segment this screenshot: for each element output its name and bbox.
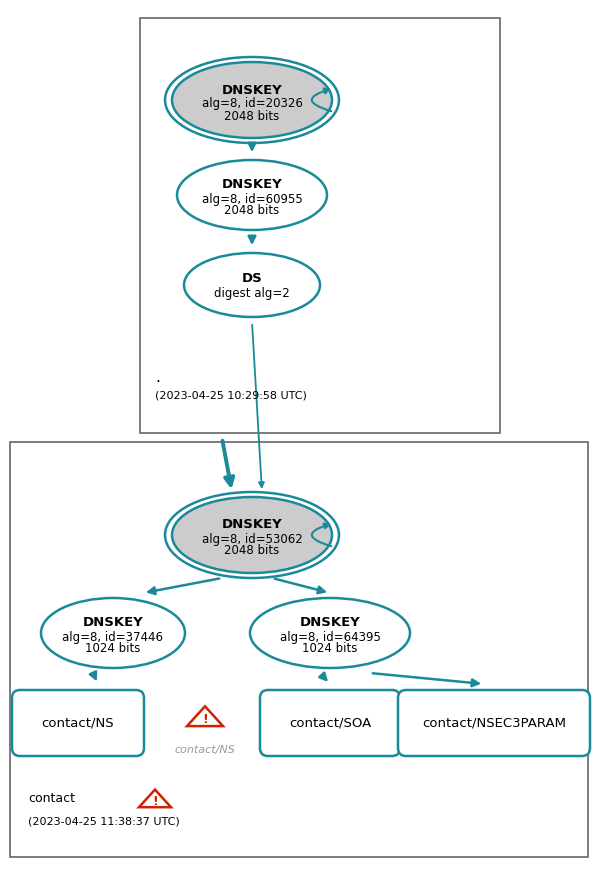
Text: DNSKEY: DNSKEY — [83, 616, 143, 629]
Ellipse shape — [172, 497, 332, 573]
Text: alg=8, id=20326: alg=8, id=20326 — [202, 97, 302, 110]
Text: contact: contact — [28, 792, 75, 805]
Ellipse shape — [184, 253, 320, 317]
Text: DNSKEY: DNSKEY — [299, 616, 361, 629]
Text: contact/NS: contact/NS — [175, 745, 235, 755]
Text: contact/SOA: contact/SOA — [289, 717, 371, 729]
Text: contact/NSEC3PARAM: contact/NSEC3PARAM — [422, 717, 566, 729]
Text: alg=8, id=53062: alg=8, id=53062 — [202, 533, 302, 546]
Text: !: ! — [202, 713, 208, 726]
Text: !: ! — [152, 795, 158, 808]
FancyBboxPatch shape — [260, 690, 400, 756]
Polygon shape — [139, 790, 171, 807]
Text: digest alg=2: digest alg=2 — [214, 287, 290, 300]
Text: DNSKEY: DNSKEY — [221, 178, 283, 191]
FancyBboxPatch shape — [10, 442, 588, 857]
FancyBboxPatch shape — [398, 690, 590, 756]
Text: alg=8, id=37446: alg=8, id=37446 — [62, 631, 163, 644]
Text: DNSKEY: DNSKEY — [221, 83, 283, 96]
Text: (2023-04-25 11:38:37 UTC): (2023-04-25 11:38:37 UTC) — [28, 817, 180, 827]
Ellipse shape — [250, 598, 410, 668]
Text: 1024 bits: 1024 bits — [85, 642, 140, 655]
Text: 2048 bits: 2048 bits — [224, 204, 280, 217]
Polygon shape — [187, 706, 223, 726]
Ellipse shape — [172, 62, 332, 138]
Text: DNSKEY: DNSKEY — [221, 519, 283, 532]
Ellipse shape — [177, 160, 327, 230]
Text: .: . — [155, 370, 160, 386]
Text: alg=8, id=60955: alg=8, id=60955 — [202, 193, 302, 205]
Text: 2048 bits: 2048 bits — [224, 109, 280, 123]
FancyBboxPatch shape — [12, 690, 144, 756]
Text: alg=8, id=64395: alg=8, id=64395 — [280, 631, 380, 644]
Text: contact/NS: contact/NS — [41, 717, 115, 729]
FancyBboxPatch shape — [140, 18, 500, 433]
Text: 2048 bits: 2048 bits — [224, 545, 280, 558]
Text: 1024 bits: 1024 bits — [302, 642, 358, 655]
Ellipse shape — [41, 598, 185, 668]
Text: DS: DS — [242, 271, 262, 284]
Text: (2023-04-25 10:29:58 UTC): (2023-04-25 10:29:58 UTC) — [155, 390, 307, 400]
